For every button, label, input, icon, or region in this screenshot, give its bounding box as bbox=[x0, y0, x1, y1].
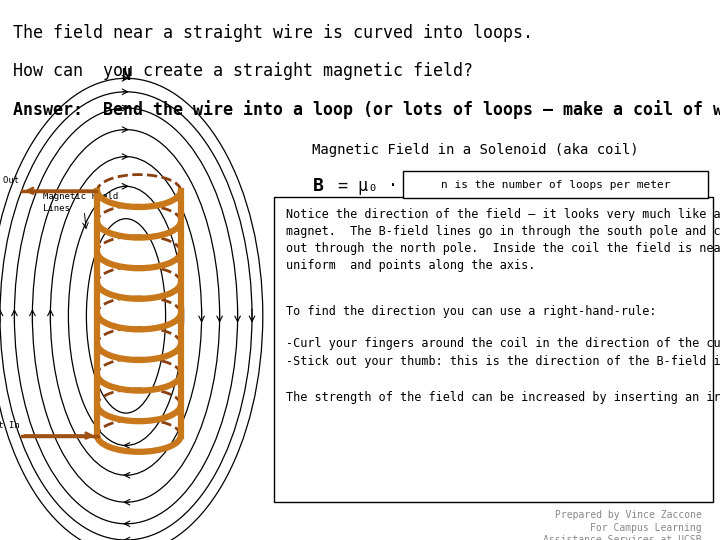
Text: -Curl your fingers around the coil in the direction of the current.
-Stick out y: -Curl your fingers around the coil in th… bbox=[286, 338, 720, 368]
Text: Answer:  Bend the wire into a loop (or lots of loops – make a coil of wire).: Answer: Bend the wire into a loop (or lo… bbox=[13, 100, 720, 119]
Text: The field near a straight wire is curved into loops.: The field near a straight wire is curved… bbox=[13, 24, 533, 42]
FancyBboxPatch shape bbox=[403, 171, 708, 198]
Text: n is the number of loops per meter: n is the number of loops per meter bbox=[441, 180, 670, 190]
Text: The strength of the field can be increased by inserting an iron core.: The strength of the field can be increas… bbox=[286, 392, 720, 404]
Text: To find the direction you can use a right-hand-rule:: To find the direction you can use a righ… bbox=[286, 305, 657, 318]
FancyBboxPatch shape bbox=[274, 197, 713, 502]
Text: Current In: Current In bbox=[0, 421, 19, 430]
Text: Prepared by Vince Zaccone: Prepared by Vince Zaccone bbox=[555, 510, 702, 521]
Text: = μ₀ · n · I: = μ₀ · n · I bbox=[328, 177, 458, 195]
Text: How can  you create a straight magnetic field?: How can you create a straight magnetic f… bbox=[13, 62, 473, 80]
Text: Magnetic Field in a Solenoid (aka coil): Magnetic Field in a Solenoid (aka coil) bbox=[312, 143, 639, 157]
Text: Assistance Services at UCSB: Assistance Services at UCSB bbox=[544, 535, 702, 540]
Text: For Campus Learning: For Campus Learning bbox=[590, 523, 702, 533]
Text: N: N bbox=[122, 68, 130, 83]
Text: Magnetic Field
Lines: Magnetic Field Lines bbox=[43, 192, 119, 213]
Text: Current Out: Current Out bbox=[0, 177, 19, 185]
Text: B: B bbox=[313, 177, 324, 195]
Text: Notice the direction of the field – it looks very much like a bar
magnet.  The B: Notice the direction of the field – it l… bbox=[286, 208, 720, 272]
